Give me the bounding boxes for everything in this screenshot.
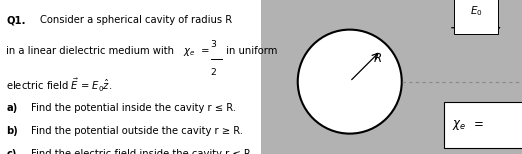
Text: $\chi_e$: $\chi_e$ (452, 118, 466, 132)
Bar (444, 102, 522, 148)
Text: c): c) (6, 149, 17, 154)
Bar (261, 0, 522, 154)
Text: 2: 2 (210, 68, 217, 77)
Text: b): b) (6, 126, 18, 136)
Text: in a linear dielectric medium with: in a linear dielectric medium with (6, 46, 177, 56)
Text: in uniform: in uniform (223, 46, 277, 56)
Text: =: = (473, 118, 483, 131)
Text: R: R (373, 52, 382, 65)
Text: $E_0$: $E_0$ (470, 5, 483, 18)
Text: Q1.: Q1. (6, 15, 26, 25)
Text: =: = (198, 46, 210, 56)
Text: electric field $\vec{E}$ = $E_0\hat{z}$.: electric field $\vec{E}$ = $E_0\hat{z}$. (6, 77, 113, 94)
Text: Find the potential inside the cavity r ≤ R.: Find the potential inside the cavity r ≤… (31, 103, 236, 113)
Text: a): a) (6, 103, 18, 113)
Ellipse shape (298, 30, 402, 134)
Text: 3: 3 (210, 40, 217, 49)
Text: Consider a spherical cavity of radius R: Consider a spherical cavity of radius R (40, 15, 232, 25)
Text: $\chi_e$: $\chi_e$ (183, 46, 195, 58)
Text: Find the potential outside the cavity r ≥ R.: Find the potential outside the cavity r … (31, 126, 243, 136)
Text: Find the electric field inside the cavity r ≤ R.: Find the electric field inside the cavit… (31, 149, 254, 154)
